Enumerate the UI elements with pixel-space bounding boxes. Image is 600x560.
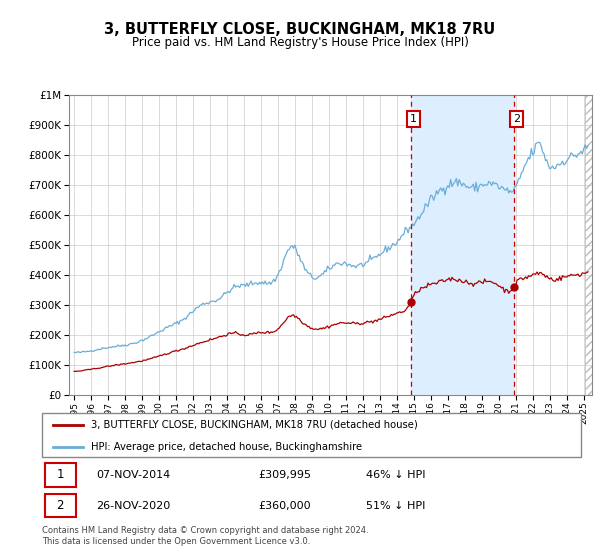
FancyBboxPatch shape <box>45 494 76 517</box>
Text: £309,995: £309,995 <box>258 470 311 480</box>
Text: Price paid vs. HM Land Registry's House Price Index (HPI): Price paid vs. HM Land Registry's House … <box>131 36 469 49</box>
Text: Contains HM Land Registry data © Crown copyright and database right 2024.
This d: Contains HM Land Registry data © Crown c… <box>42 526 368 546</box>
FancyBboxPatch shape <box>42 413 581 457</box>
Text: 51% ↓ HPI: 51% ↓ HPI <box>366 501 425 511</box>
Text: 46% ↓ HPI: 46% ↓ HPI <box>366 470 425 480</box>
Text: HPI: Average price, detached house, Buckinghamshire: HPI: Average price, detached house, Buck… <box>91 442 362 451</box>
Text: 1: 1 <box>410 114 417 124</box>
Bar <box>411 95 514 395</box>
Text: 2: 2 <box>56 499 64 512</box>
FancyBboxPatch shape <box>45 463 76 487</box>
Text: 1: 1 <box>56 469 64 482</box>
Text: 07-NOV-2014: 07-NOV-2014 <box>96 470 170 480</box>
Text: 26-NOV-2020: 26-NOV-2020 <box>96 501 170 511</box>
Text: £360,000: £360,000 <box>258 501 311 511</box>
Text: 2: 2 <box>513 114 520 124</box>
Text: 3, BUTTERFLY CLOSE, BUCKINGHAM, MK18 7RU (detached house): 3, BUTTERFLY CLOSE, BUCKINGHAM, MK18 7RU… <box>91 419 418 430</box>
Text: 3, BUTTERFLY CLOSE, BUCKINGHAM, MK18 7RU: 3, BUTTERFLY CLOSE, BUCKINGHAM, MK18 7RU <box>104 22 496 38</box>
